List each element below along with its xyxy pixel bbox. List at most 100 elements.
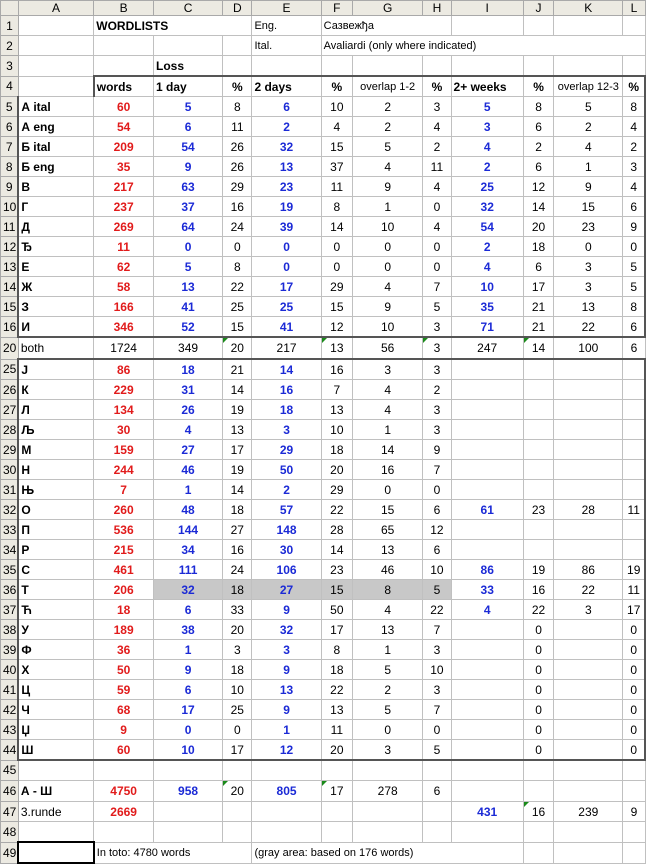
cell-j[interactable]	[522, 399, 555, 420]
cell-i[interactable]: 3	[450, 116, 524, 137]
cell-a[interactable]: О	[17, 499, 95, 520]
cell-h[interactable]: 0	[422, 196, 452, 217]
cell-i[interactable]	[450, 699, 524, 720]
cell-e[interactable]: 18	[251, 399, 322, 420]
cell-a3[interactable]	[17, 55, 95, 77]
cell-j[interactable]: 21	[522, 296, 555, 317]
both-day2[interactable]: 217	[251, 336, 322, 360]
cell-d[interactable]: 22	[222, 276, 253, 297]
cell-j[interactable]: 2	[522, 136, 555, 157]
cell-h45[interactable]	[422, 759, 452, 781]
cell-e[interactable]: 2	[251, 479, 322, 500]
runde-pct-j[interactable]: 16	[522, 801, 555, 822]
cell-h[interactable]: 0	[422, 256, 452, 277]
cell-j[interactable]	[522, 459, 555, 480]
cell-l[interactable]: 11	[622, 579, 647, 600]
cell-a48[interactable]	[17, 821, 95, 843]
cell-i[interactable]: 10	[450, 276, 524, 297]
cell-g[interactable]: 16	[352, 459, 424, 480]
cell-a[interactable]: Л	[17, 399, 95, 420]
cell-f1[interactable]: Сазвежђа	[320, 15, 452, 36]
row-header[interactable]: 1	[0, 15, 19, 36]
cell-c[interactable]: 6	[152, 599, 224, 620]
cell-b[interactable]: 209	[93, 136, 154, 157]
cell-i[interactable]	[450, 519, 524, 540]
cell-f[interactable]: 50	[320, 599, 354, 620]
cell-h[interactable]: 3	[422, 679, 452, 700]
cell-d[interactable]: 16	[222, 539, 253, 560]
cell-e[interactable]: 3	[251, 419, 322, 440]
cell-h47[interactable]	[422, 801, 452, 822]
cell-k[interactable]: 3	[553, 256, 624, 277]
cell-e[interactable]: 27	[251, 579, 322, 600]
cell-a[interactable]: Џ	[17, 719, 95, 740]
cell-k[interactable]: 28	[553, 499, 624, 520]
cell-l46[interactable]	[622, 780, 646, 802]
cell-e1[interactable]: Eng.	[251, 15, 322, 36]
cell-a[interactable]: Ш	[17, 739, 95, 761]
cell-h[interactable]: 3	[422, 96, 452, 117]
cell-l[interactable]: 0	[622, 739, 647, 761]
cell-d[interactable]: 13	[222, 419, 253, 440]
cell-k[interactable]: 3	[553, 599, 624, 620]
cell-c48[interactable]	[152, 821, 224, 843]
cell-j[interactable]: 0	[522, 619, 555, 640]
row-header[interactable]: 9	[0, 176, 19, 197]
cell-b[interactable]: 166	[93, 296, 154, 317]
cell-i[interactable]	[450, 539, 524, 560]
cell-e[interactable]: 0	[251, 236, 322, 257]
cell-g[interactable]: 4	[352, 156, 424, 177]
cell-f2[interactable]: Avaliardi (only where indicated)	[320, 35, 646, 56]
row-header[interactable]: 40	[0, 659, 19, 680]
cell-e[interactable]: 3	[251, 639, 322, 660]
cell-g[interactable]: 4	[352, 599, 424, 620]
cell-i[interactable]	[450, 659, 524, 680]
cell-k[interactable]	[553, 358, 624, 380]
cell-b[interactable]: 244	[93, 459, 154, 480]
cell-i[interactable]	[450, 419, 524, 440]
cell-l[interactable]: 3	[622, 156, 647, 177]
cell-g[interactable]: 2	[352, 116, 424, 137]
total-label[interactable]: А - Ш	[17, 780, 95, 802]
cell-g[interactable]: 0	[352, 719, 424, 740]
cell-f[interactable]: 0	[320, 256, 354, 277]
column-header-b[interactable]: B	[93, 0, 154, 16]
cell-a[interactable]: А eng	[17, 116, 95, 137]
cell-g3[interactable]	[352, 55, 424, 77]
row-header[interactable]: 37	[0, 599, 19, 620]
cell-b[interactable]: 7	[93, 479, 154, 500]
cell-k[interactable]	[553, 639, 624, 660]
cell-c[interactable]: 13	[152, 276, 224, 297]
cell-d[interactable]: 18	[222, 579, 253, 600]
cell-k[interactable]	[553, 399, 624, 420]
cell-h[interactable]: 2	[422, 136, 452, 157]
cell-e[interactable]: 32	[251, 136, 322, 157]
cell-l[interactable]	[622, 479, 647, 500]
cell-a[interactable]: Б eng	[17, 156, 95, 177]
cell-f[interactable]: 12	[320, 316, 354, 338]
cell-b45[interactable]	[93, 759, 154, 781]
total-pct-d[interactable]: 20	[222, 780, 253, 802]
weeks-header[interactable]: 2+ weeks	[450, 75, 524, 97]
cell-h[interactable]: 3	[422, 639, 452, 660]
cell-e[interactable]: 0	[251, 256, 322, 277]
cell-g[interactable]: 13	[352, 619, 424, 640]
cell-c[interactable]: 41	[152, 296, 224, 317]
cell-j46[interactable]	[522, 780, 555, 802]
cell-j[interactable]: 16	[522, 579, 555, 600]
cell-j[interactable]: 0	[522, 679, 555, 700]
cell-c[interactable]: 5	[152, 256, 224, 277]
cell-k[interactable]: 9	[553, 176, 624, 197]
day1-header[interactable]: 1 day	[152, 75, 224, 97]
cell-j[interactable]: 19	[522, 559, 555, 580]
cell-d[interactable]: 17	[222, 439, 253, 460]
cell-g48[interactable]	[352, 821, 424, 843]
cell-a[interactable]: Ј	[17, 358, 95, 380]
cell-f[interactable]: 10	[320, 96, 354, 117]
cell-e[interactable]: 2	[251, 116, 322, 137]
cell-l[interactable]: 5	[622, 256, 647, 277]
cell-f[interactable]: 16	[320, 358, 354, 380]
cell-e[interactable]: 9	[251, 699, 322, 720]
cell-h[interactable]: 5	[422, 296, 452, 317]
cell-d[interactable]: 29	[222, 176, 253, 197]
